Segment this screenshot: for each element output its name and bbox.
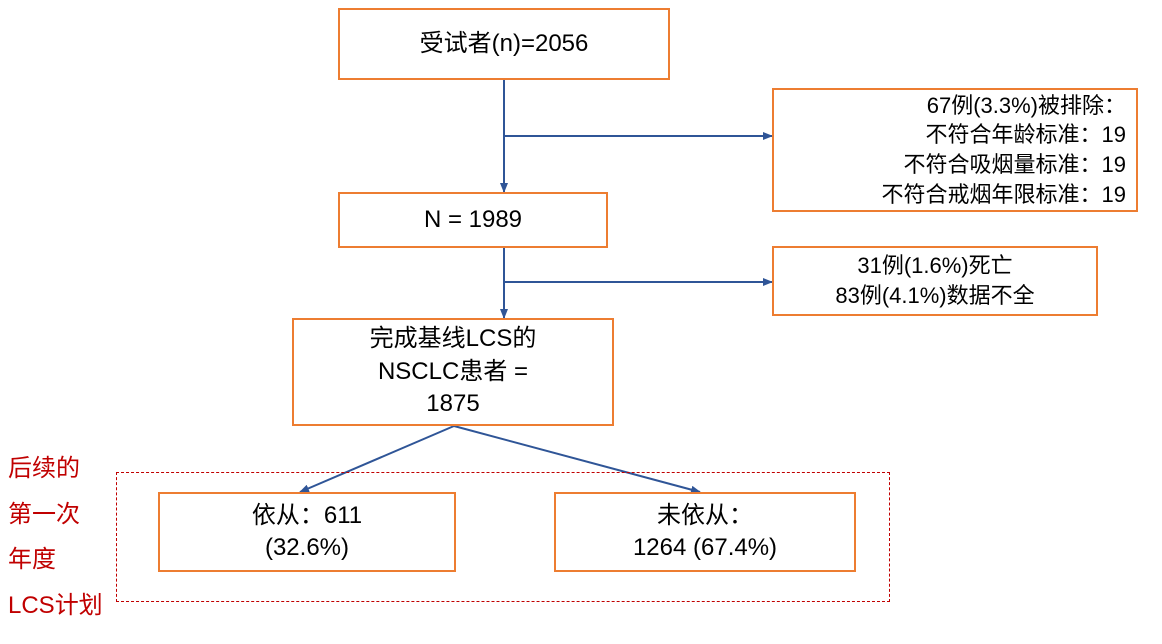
text-line: 1875 — [426, 388, 479, 420]
text-line: 受试者(n)=2056 — [420, 28, 589, 60]
text-line: 31例(1.6%)死亡 — [857, 251, 1012, 281]
text-line: 不符合年龄标准：19 — [926, 120, 1126, 150]
side-label-line: LCS计划 — [8, 583, 103, 629]
node-n-1989: N = 1989 — [338, 192, 608, 248]
side-label-line: 后续的 — [8, 446, 103, 492]
side-label-line: 年度 — [8, 537, 103, 583]
followup-label: 后续的第一次年度LCS计划 — [8, 446, 103, 628]
text-line: 不符合吸烟量标准：19 — [904, 150, 1126, 180]
node-baseline-lcs: 完成基线LCS的NSCLC患者 =1875 — [292, 318, 614, 426]
text-line: N = 1989 — [424, 204, 522, 236]
text-line: 67例(3.3%)被排除： — [927, 91, 1126, 121]
node-subjects-total: 受试者(n)=2056 — [338, 8, 670, 80]
node-death-missing: 31例(1.6%)死亡83例(4.1%)数据不全 — [772, 246, 1098, 316]
node-excluded-details: 67例(3.3%)被排除：不符合年龄标准：19不符合吸烟量标准：19不符合戒烟年… — [772, 88, 1138, 212]
text-line: 不符合戒烟年限标准：19 — [882, 180, 1126, 210]
text-line: 完成基线LCS的 — [370, 323, 537, 355]
text-line: NSCLC患者 = — [378, 356, 528, 388]
side-label-line: 第一次 — [8, 492, 103, 538]
text-line: 83例(4.1%)数据不全 — [835, 281, 1034, 311]
followup-group-box — [116, 472, 890, 602]
